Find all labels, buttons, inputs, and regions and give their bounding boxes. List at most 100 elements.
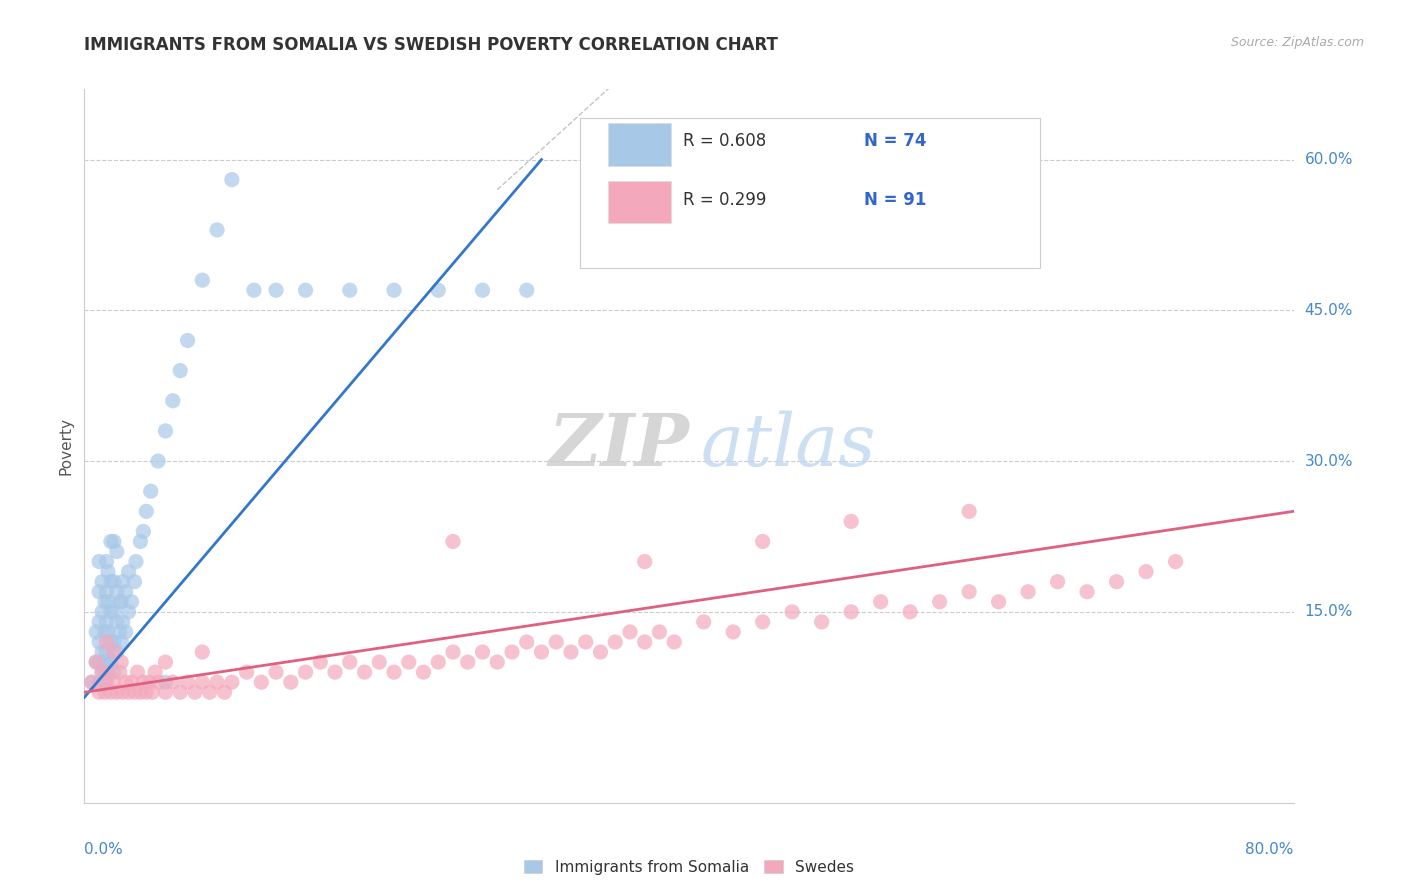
Text: 0.0%: 0.0% [84,842,124,857]
Point [132,675,155,690]
Point [87,615,110,629]
Point [105,645,128,659]
Point [80,675,103,690]
Point [1046,574,1069,589]
Point [264,665,287,680]
Point [103,574,125,589]
Point [96,665,118,680]
Point [105,685,128,699]
Point [141,685,163,699]
Point [117,685,139,699]
Point [339,655,361,669]
Point [96,555,118,569]
Point [191,273,214,287]
Point [105,615,128,629]
Point [121,595,143,609]
Point [323,665,346,680]
Point [1105,574,1128,589]
Point [97,565,120,579]
Point [382,665,405,680]
Point [100,685,122,699]
Point [501,645,523,659]
Y-axis label: Poverty: Poverty [58,417,73,475]
Point [957,584,980,599]
Point [1164,555,1187,569]
Point [125,555,148,569]
Point [100,635,122,649]
Point [124,574,146,589]
Point [96,645,118,659]
Point [353,665,375,680]
Text: IMMIGRANTS FROM SOMALIA VS SWEDISH POVERTY CORRELATION CHART: IMMIGRANTS FROM SOMALIA VS SWEDISH POVER… [84,36,779,54]
Point [103,605,125,619]
Point [87,685,110,699]
Point [243,283,266,297]
Point [205,223,228,237]
Point [155,424,177,438]
Text: N = 74: N = 74 [865,132,927,150]
Point [97,655,120,669]
Point [114,675,136,690]
Point [1017,584,1039,599]
Text: 15.0%: 15.0% [1305,605,1353,619]
Point [664,635,686,649]
Point [721,624,744,639]
Point [560,645,582,659]
Legend: Immigrants from Somalia, Swedes: Immigrants from Somalia, Swedes [517,854,860,880]
Text: 45.0%: 45.0% [1305,302,1353,318]
Point [146,675,169,690]
Point [751,534,773,549]
Point [87,584,110,599]
Point [111,685,134,699]
Point [84,655,107,669]
Point [516,283,538,297]
Point [382,283,405,297]
Point [108,665,131,680]
Point [94,655,117,669]
Point [780,605,803,619]
Point [100,605,122,619]
Point [114,624,136,639]
Point [146,454,169,468]
Point [105,584,128,599]
Point [155,675,177,690]
Point [648,624,671,639]
Point [84,655,107,669]
Point [250,675,273,690]
Point [471,645,494,659]
Text: ZIP: ZIP [548,410,689,482]
Point [91,605,114,619]
Point [1135,565,1157,579]
Point [987,595,1010,609]
Point [127,665,149,680]
Point [138,675,160,690]
Point [96,635,118,649]
Point [751,615,773,629]
Point [96,675,118,690]
Point [91,665,114,680]
Point [198,685,221,699]
Point [135,504,157,518]
Point [471,283,494,297]
Text: 60.0%: 60.0% [1305,152,1353,167]
Point [441,534,464,549]
Point [100,534,122,549]
Point [339,283,361,297]
Point [191,675,214,690]
Point [103,665,125,680]
Point [692,615,714,629]
Point [309,655,332,669]
Point [135,685,157,699]
Point [110,595,132,609]
Point [176,334,198,348]
Point [214,685,236,699]
Point [176,675,198,690]
Text: Source: ZipAtlas.com: Source: ZipAtlas.com [1230,36,1364,49]
Point [839,515,862,529]
Point [427,655,450,669]
Point [97,595,120,609]
Point [516,635,538,649]
Point [129,685,152,699]
Point [96,584,118,599]
Point [87,675,110,690]
